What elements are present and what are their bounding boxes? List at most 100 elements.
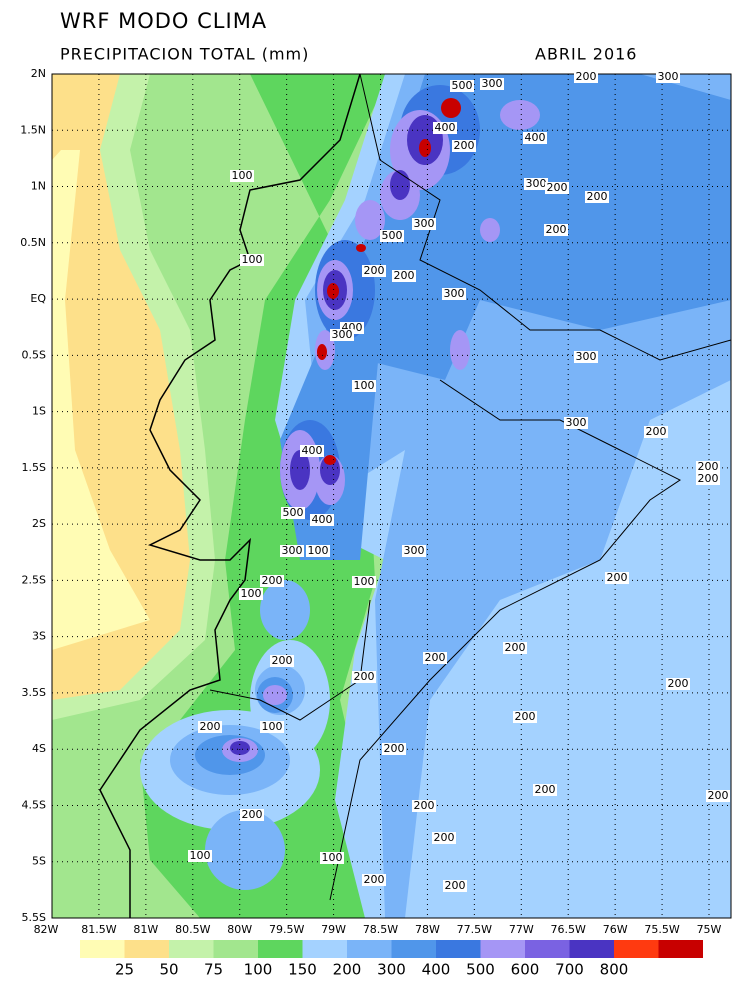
field-blob bbox=[327, 283, 339, 299]
x-tick-label: 76.5W bbox=[551, 923, 586, 936]
field bbox=[52, 74, 100, 160]
contour-label-bg bbox=[443, 880, 467, 892]
contour-label-bg bbox=[306, 545, 330, 557]
contour-label: 500 bbox=[283, 506, 304, 519]
contour-label: 200 bbox=[425, 651, 446, 664]
contour-label-bg bbox=[656, 71, 680, 83]
contour-label: 300 bbox=[444, 287, 465, 300]
colorbar-box bbox=[480, 940, 525, 958]
contour-label-bg bbox=[696, 473, 720, 485]
contour-label-bg bbox=[432, 832, 456, 844]
colorbar-label: 700 bbox=[555, 961, 584, 979]
x-tick-label: 81.5W bbox=[81, 923, 116, 936]
y-tick-label: 3S bbox=[32, 630, 46, 643]
title: WRF MODO CLIMA bbox=[60, 9, 267, 33]
contour-label-bg bbox=[523, 132, 547, 144]
contour-label: 200 bbox=[364, 873, 385, 886]
axes: 82W 81.5W 81W 80.5W 80W 79.5W 79W 78.5W 78W 77.5W… bbox=[20, 67, 721, 936]
contour-label: 200 bbox=[384, 742, 405, 755]
contour-label: 400 bbox=[525, 131, 546, 144]
x-tick-label: 80W bbox=[227, 923, 252, 936]
y-tick-label: 2.5S bbox=[22, 573, 46, 586]
field-blob bbox=[500, 100, 540, 130]
colorbar-box bbox=[569, 940, 614, 958]
contour-label: 300 bbox=[282, 544, 303, 557]
contour-label-bg bbox=[330, 329, 354, 341]
map-frame bbox=[51, 73, 732, 919]
x-tick-label: 81W bbox=[133, 923, 158, 936]
contour-label-bg bbox=[300, 445, 324, 457]
contour-label-bg bbox=[450, 80, 474, 92]
contour-label-bg bbox=[524, 178, 548, 190]
y-tick-label: 4S bbox=[32, 742, 46, 755]
field-blob bbox=[205, 810, 285, 890]
y-tick-label: 0.5N bbox=[20, 236, 46, 249]
contour-label: 400 bbox=[435, 121, 456, 134]
contour-label: 200 bbox=[505, 641, 526, 654]
contour-label-bg bbox=[188, 850, 212, 862]
contour-label: 300 bbox=[414, 217, 435, 230]
contour-label: 200 bbox=[434, 831, 455, 844]
colorbar-label: 75 bbox=[204, 961, 223, 979]
contour-label-bg bbox=[545, 182, 569, 194]
x-tick-label: 78.5W bbox=[363, 923, 398, 936]
contour-label-bg bbox=[480, 78, 504, 90]
field-blob bbox=[441, 98, 461, 118]
colorbar-box bbox=[658, 940, 703, 958]
y-tick-label: 5S bbox=[32, 855, 46, 868]
date: ABRIL 2016 bbox=[535, 45, 637, 64]
contour-label-bg bbox=[644, 426, 668, 438]
contour-label-bg bbox=[239, 588, 263, 600]
contour-label: 200 bbox=[698, 460, 719, 473]
contour-label-bg bbox=[585, 191, 609, 203]
colorbar-box bbox=[614, 940, 659, 958]
contour-label: 200 bbox=[262, 574, 283, 587]
y-tick-label: 5.5S bbox=[22, 911, 46, 924]
contour-label-bg bbox=[574, 351, 598, 363]
contour-label-bg bbox=[452, 140, 476, 152]
contour-label-bg bbox=[260, 575, 284, 587]
contour-label: 400 bbox=[312, 513, 333, 526]
contour-label-bg bbox=[240, 809, 264, 821]
subtitle: PRECIPITACION TOTAL (mm) bbox=[60, 45, 309, 64]
contour-label-bg bbox=[310, 514, 334, 526]
coastline bbox=[99, 74, 361, 918]
y-tick-label: 1.5N bbox=[20, 123, 46, 136]
contour-label-bg bbox=[352, 380, 376, 392]
contour-label-bg bbox=[392, 270, 416, 282]
contour-label: 300 bbox=[566, 416, 587, 429]
contour-label-bg bbox=[412, 800, 436, 812]
contour-label: 200 bbox=[242, 808, 263, 821]
contour-label: 500 bbox=[452, 79, 473, 92]
colorbar-label: 100 bbox=[244, 961, 273, 979]
field-blob bbox=[290, 450, 310, 490]
colorbar-label: 600 bbox=[511, 961, 540, 979]
field-blob bbox=[356, 244, 366, 252]
colorbar-box bbox=[525, 940, 570, 958]
colorbar-box bbox=[302, 940, 347, 958]
contour-label: 200 bbox=[708, 789, 729, 802]
contour-label: 200 bbox=[546, 223, 567, 236]
contour-label-bg bbox=[198, 721, 222, 733]
field-blob bbox=[263, 685, 287, 705]
colorbar-box bbox=[124, 940, 169, 958]
field-blob bbox=[260, 580, 310, 640]
contour-label: 200 bbox=[414, 799, 435, 812]
y-tick-label: 1N bbox=[31, 180, 46, 193]
contour-label: 200 bbox=[668, 677, 689, 690]
contour-label-bg bbox=[380, 230, 404, 242]
y-tick-label: 1S bbox=[32, 405, 46, 418]
x-tick-label: 77.5W bbox=[457, 923, 492, 936]
contour-label: 200 bbox=[576, 70, 597, 83]
x-tick-label: 82W bbox=[34, 923, 59, 936]
contour-label: 200 bbox=[272, 654, 293, 667]
field-blob bbox=[317, 344, 327, 360]
contour-label: 200 bbox=[394, 269, 415, 282]
colorbar-label: 50 bbox=[159, 961, 178, 979]
contour-label-bg bbox=[281, 507, 305, 519]
x-tick-label: 80.5W bbox=[175, 923, 210, 936]
contour-label-bg bbox=[503, 642, 527, 654]
colorbar: 25 50 75 100 150 200 300 400 500 600 700 800 bbox=[80, 940, 703, 979]
colorbar-box bbox=[347, 940, 392, 958]
